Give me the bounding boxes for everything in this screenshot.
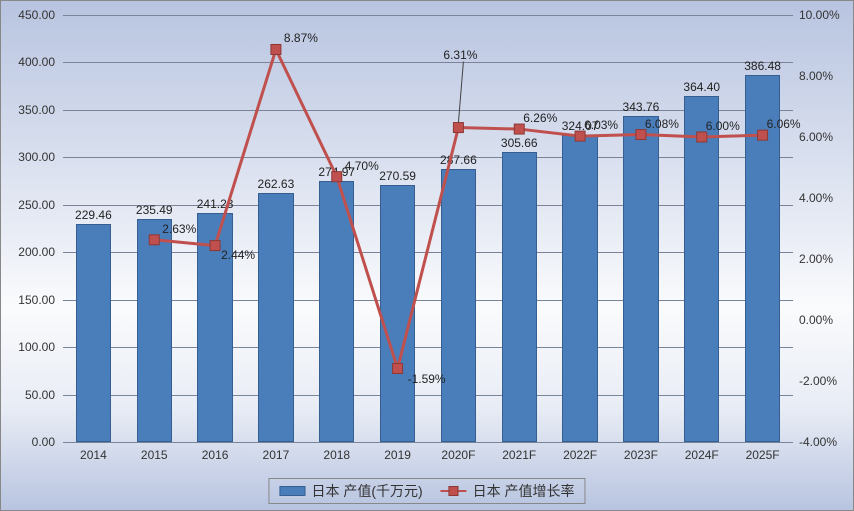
y-left-tick-label: 250.00: [1, 198, 55, 212]
x-tick-label: 2018: [323, 448, 350, 462]
y-right-tick-label: 2.00%: [799, 252, 853, 266]
bar-value-label: 270.59: [379, 169, 416, 183]
line-value-label: 6.06%: [767, 117, 801, 131]
y-left-tick-label: 0.00: [1, 435, 55, 449]
y-left-tick-label: 200.00: [1, 245, 55, 259]
chart-container: 229.46235.49241.23262.63274.97270.59287.…: [0, 0, 854, 511]
y-left-tick-label: 150.00: [1, 293, 55, 307]
bar: [319, 181, 354, 442]
legend-item: 日本 产值(千万元): [279, 481, 422, 501]
line-marker: [453, 123, 463, 133]
line-value-label: 4.70%: [345, 159, 379, 173]
y-right-tick-label: -2.00%: [799, 374, 853, 388]
bar-value-label: 287.66: [440, 153, 477, 167]
y-right-tick-label: -4.00%: [799, 435, 853, 449]
bar-value-label: 229.46: [75, 208, 112, 222]
bar-value-label: 235.49: [136, 203, 173, 217]
x-tick-label: 2025F: [746, 448, 780, 462]
y-right-tick-label: 8.00%: [799, 69, 853, 83]
bar-value-label: 241.23: [197, 197, 234, 211]
legend: 日本 产值(千万元) 日本 产值增长率: [268, 478, 585, 504]
y-left-tick-label: 50.00: [1, 388, 55, 402]
x-tick-label: 2014: [80, 448, 107, 462]
y-left-tick-label: 400.00: [1, 55, 55, 69]
leader-line: [458, 62, 463, 123]
y-left-tick-label: 300.00: [1, 150, 55, 164]
y-right-tick-label: 4.00%: [799, 191, 853, 205]
y-right-tick-label: 6.00%: [799, 130, 853, 144]
legend-item: 日本 产值增长率: [441, 481, 575, 501]
x-tick-label: 2020F: [441, 448, 475, 462]
x-tick-label: 2016: [202, 448, 229, 462]
grid-line: [63, 15, 793, 16]
x-tick-label: 2024F: [685, 448, 719, 462]
legend-label: 日本 产值增长率: [473, 481, 575, 501]
plot-area: 229.46235.49241.23262.63274.97270.59287.…: [63, 15, 793, 442]
y-right-tick-label: 10.00%: [799, 8, 853, 22]
bar: [76, 224, 111, 442]
line-value-label: 6.00%: [706, 119, 740, 133]
y-axis-left: 0.0050.00100.00150.00200.00250.00300.003…: [1, 15, 61, 442]
line-value-label: 8.87%: [284, 31, 318, 45]
legend-label: 日本 产值(千万元): [311, 481, 422, 501]
line-value-label: 6.03%: [584, 118, 618, 132]
bar: [258, 193, 293, 442]
y-left-tick-label: 100.00: [1, 340, 55, 354]
grid-line: [63, 62, 793, 63]
y-left-tick-label: 450.00: [1, 8, 55, 22]
grid-line: [63, 442, 793, 443]
bar-value-label: 305.66: [501, 136, 538, 150]
bar-value-label: 386.48: [744, 59, 781, 73]
bar-value-label: 262.63: [258, 177, 295, 191]
x-axis: 2014 2015 2016 2017 2018 2019 2020F 2021F 2022F 2…: [63, 448, 793, 468]
line-value-label: 2.63%: [162, 222, 196, 236]
bar: [441, 169, 476, 442]
line-marker: [271, 44, 281, 54]
bar: [380, 185, 415, 442]
bar: [137, 219, 172, 442]
bar: [502, 152, 537, 442]
y-left-tick-label: 350.00: [1, 103, 55, 117]
y-axis-right: -4.00%-2.00%0.00%2.00%4.00%6.00%8.00%10.…: [793, 15, 853, 442]
line-value-label: 2.44%: [221, 248, 255, 262]
line-value-label: 6.08%: [645, 117, 679, 131]
bar-value-label: 343.76: [623, 100, 660, 114]
x-tick-label: 2022F: [563, 448, 597, 462]
x-tick-label: 2019: [384, 448, 411, 462]
bar-value-label: 364.40: [683, 80, 720, 94]
line-value-label: 6.31%: [443, 48, 477, 62]
legend-swatch-line: [441, 490, 467, 492]
x-tick-label: 2017: [263, 448, 290, 462]
line-value-label: -1.59%: [408, 372, 446, 386]
line-value-label: 6.26%: [523, 111, 557, 125]
y-right-tick-label: 0.00%: [799, 313, 853, 327]
legend-swatch-bar: [279, 486, 305, 496]
x-tick-label: 2015: [141, 448, 168, 462]
x-tick-label: 2021F: [502, 448, 536, 462]
bar: [623, 116, 658, 442]
x-tick-label: 2023F: [624, 448, 658, 462]
bar: [562, 135, 597, 443]
line-marker: [514, 124, 524, 134]
bar: [684, 96, 719, 442]
